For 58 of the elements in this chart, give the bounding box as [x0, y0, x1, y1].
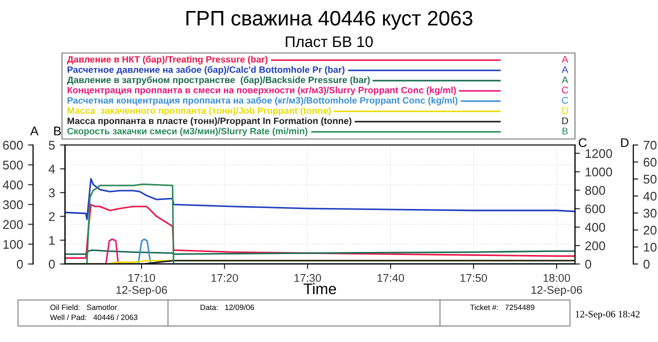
chart-title: ГРП сважина 40446 куст 2063 — [186, 10, 472, 30]
y-tick-label: 500 — [2, 160, 23, 170]
text: D — [621, 138, 629, 147]
y3-tick-label: 30 — [644, 208, 656, 218]
y2-tick-label: 1200 — [586, 149, 612, 158]
y3-tick-label: 60 — [644, 158, 656, 167]
y3-tick-label: 10 — [644, 242, 656, 252]
text: A — [562, 56, 568, 63]
text: B — [562, 128, 568, 134]
x-tick-label: 17:10 12-Sep-06 — [116, 274, 168, 296]
x-axis-title: Time — [304, 283, 336, 294]
text: C — [562, 86, 568, 94]
text: Давление в затрубном пространстве (бар)/Backside Pressure (bar) — [67, 76, 370, 85]
y-tick-label: 600 — [3, 140, 23, 150]
y3-tick-label: 70 — [644, 140, 656, 150]
text: C — [562, 96, 568, 104]
x-tick-label: 18:00 12-Sep-06 — [531, 274, 582, 296]
text: Давление в НКТ (бар)/Treating Pressure (bar) — [67, 56, 268, 64]
text: A — [562, 66, 568, 73]
y3-tick-label: 40 — [643, 192, 656, 201]
chart-subtitle: Пласт БВ 10 — [286, 36, 373, 48]
y-axis-title: B — [54, 126, 61, 136]
legend-label: Расчетная концентрация проппанта на забое (кг/м3)/Bottomhole Proppant Conc (kg/ml) — [68, 96, 458, 106]
y-tick-label: 300 — [2, 200, 23, 210]
text: Масса закаченного проппанта (тонн)/Job Proppant (tonne) — [68, 107, 331, 116]
y3-tick-label: 20 — [644, 226, 656, 235]
y-tick-label: 0 — [16, 260, 23, 269]
y3-tick-label: 50 — [644, 174, 656, 184]
y-tick-label: 3 — [48, 188, 55, 198]
y2-tick-label: 600 — [585, 204, 606, 214]
y-axis-title: A — [30, 126, 38, 136]
y-tick-label: 1 — [49, 236, 55, 245]
text: Расчетное давление на забое (бар)/Calc'd Bottomhole Pr (bar) — [68, 66, 344, 75]
y2-tick-label: 200 — [585, 241, 606, 250]
text: 12-Sep-06 18:42 — [576, 310, 640, 320]
y-tick-label: 5 — [48, 140, 55, 150]
y2-axis-title: C — [578, 138, 587, 148]
text: Скорость закачки смеси (м3/мин)/Slurry Rate (mi/min) — [67, 128, 308, 136]
y-tick-label: 4 — [48, 164, 55, 174]
y-tick-label: 100 — [3, 240, 23, 249]
x-tick-label: 17:40 — [378, 274, 404, 282]
y2-tick-label: 800 — [585, 186, 606, 195]
text: Масса проппанта в пласте (тонн)/Proppant In Formation (tonne) — [68, 117, 352, 126]
y2-tick-label: 400 — [585, 222, 606, 232]
y-tick-label: 0 — [48, 260, 55, 269]
x-tick-label: 17:50 — [460, 274, 488, 282]
x-tick-label: 17:20 — [211, 274, 238, 282]
text: D — [562, 107, 568, 114]
legend-label: Концентрация проппанта в смеси на поверхности (кг/м3)/Slurry Proppant Conc (kg/ml) — [68, 86, 456, 96]
x-tick-label: 17:30 — [294, 274, 322, 282]
y3-tick-label: 0 — [644, 260, 650, 269]
y-tick-label: 200 — [3, 220, 23, 229]
y-tick-label: 400 — [2, 180, 23, 190]
y2-tick-label: 1000 — [586, 168, 612, 176]
y3-axis-title: D — [562, 117, 568, 124]
y-tick-label: 2 — [48, 212, 55, 221]
y2-tick-label: 0 — [585, 260, 592, 269]
text: A — [562, 76, 568, 84]
